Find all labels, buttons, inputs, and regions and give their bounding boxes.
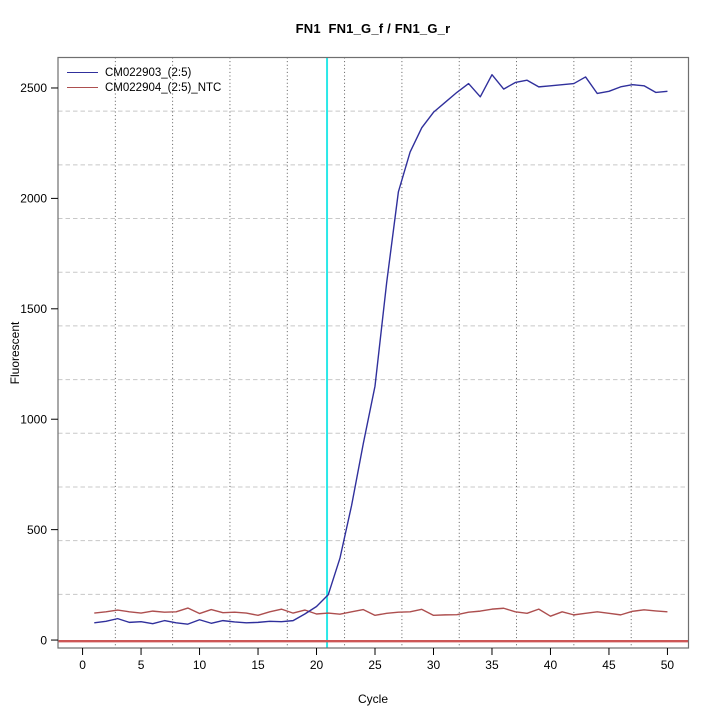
x-tick-label: 30 [427,658,441,672]
legend-line-sample-icon [67,72,98,73]
y-tick-label: 2500 [20,81,47,95]
series-line-ntc [94,607,668,617]
y-tick-label: 500 [27,523,47,537]
y-tick-label: 0 [40,633,47,647]
legend-item-sample: CM022903_(2:5) [67,65,221,80]
x-axis-label: Cycle [357,692,388,706]
series-line-sample [94,74,668,625]
y-tick-label: 1500 [20,302,47,316]
x-tick-label: 25 [368,658,382,672]
x-tick-label: 20 [310,658,324,672]
x-tick-label: 40 [544,658,558,672]
y-tick-label: 2000 [20,192,47,206]
x-tick-label: 50 [661,658,675,672]
legend: CM022903_(2:5) CM022904_(2:5)_NTC [67,65,221,95]
x-tick-label: 0 [79,658,86,672]
x-tick-label: 10 [193,658,207,672]
legend-item-ntc: CM022904_(2:5)_NTC [67,80,221,95]
chart-title: FN1 FN1_G_f / FN1_G_r [295,21,451,36]
x-tick-label: 35 [485,658,499,672]
x-tick-label: 5 [138,658,145,672]
y-tick-label: 1000 [20,412,47,426]
plot-box [57,56,690,649]
x-tick-label: 15 [251,658,265,672]
x-tick-label: 45 [602,658,616,672]
legend-label-ntc: CM022904_(2:5)_NTC [105,81,222,94]
y-axis-label: Fluorescent [8,321,22,385]
legend-line-sample-icon [67,87,98,88]
legend-label-sample: CM022903_(2:5) [105,66,192,79]
